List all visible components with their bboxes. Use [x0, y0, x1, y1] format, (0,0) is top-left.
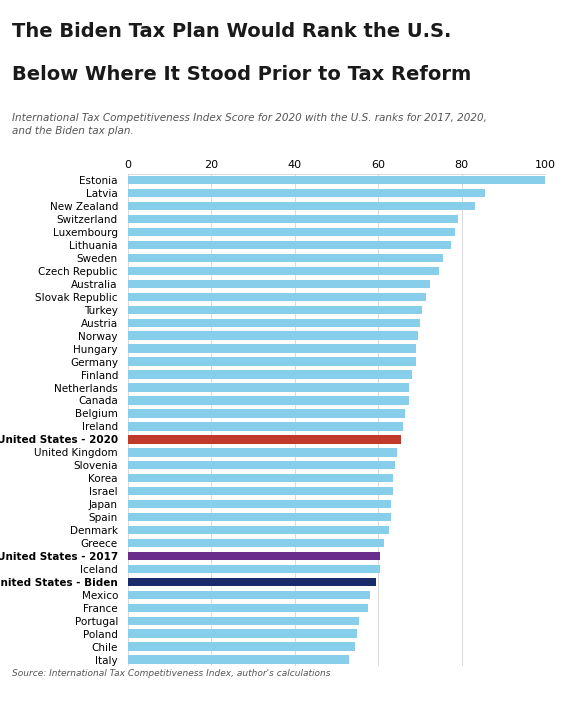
Bar	[128, 642, 355, 651]
Bar	[128, 552, 380, 560]
Bar	[128, 358, 416, 366]
Bar	[128, 591, 370, 599]
Bar	[128, 383, 409, 392]
Bar	[128, 655, 349, 664]
Bar	[128, 189, 485, 198]
Bar	[128, 526, 389, 534]
Bar	[128, 215, 458, 223]
Text: The Biden Tax Plan Would Rank the U.S.: The Biden Tax Plan Would Rank the U.S.	[12, 22, 451, 41]
Text: Source: International Tax Competitiveness Index, author's calculations: Source: International Tax Competitivenes…	[12, 669, 330, 678]
Bar	[128, 578, 376, 586]
Bar	[128, 409, 405, 418]
Bar	[128, 319, 420, 327]
Bar	[128, 241, 451, 249]
Bar	[128, 500, 391, 508]
Bar	[128, 629, 357, 638]
Bar	[128, 254, 443, 262]
Bar	[128, 228, 455, 236]
Bar	[128, 435, 401, 444]
Bar	[128, 279, 430, 288]
Bar	[128, 345, 416, 353]
Bar	[128, 513, 391, 521]
Bar	[128, 604, 368, 612]
Bar	[128, 202, 474, 211]
Bar	[128, 396, 409, 405]
Bar	[128, 461, 395, 469]
Bar	[128, 487, 393, 495]
Text: Below Where It Stood Prior to Tax Reform: Below Where It Stood Prior to Tax Reform	[12, 65, 471, 84]
Bar	[128, 565, 380, 573]
Bar	[128, 332, 418, 340]
Bar	[128, 176, 545, 185]
Bar	[128, 266, 438, 275]
Bar	[128, 617, 360, 625]
Bar	[128, 371, 412, 379]
Text: International Tax Competitiveness Index Score for 2020 with the U.S. ranks for 2: International Tax Competitiveness Index …	[12, 113, 487, 136]
Text: TAX FOUNDATION: TAX FOUNDATION	[12, 697, 150, 711]
Bar	[128, 539, 385, 547]
Text: @TaxFoundation: @TaxFoundation	[466, 698, 568, 710]
Bar	[128, 448, 397, 457]
Bar	[128, 422, 403, 431]
Bar	[128, 306, 422, 314]
Bar	[128, 292, 426, 301]
Bar	[128, 474, 393, 482]
